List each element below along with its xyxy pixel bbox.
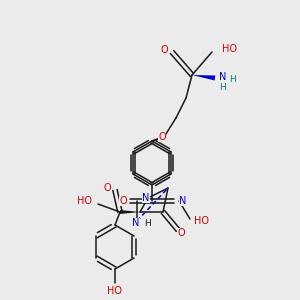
Text: HO: HO	[77, 196, 92, 206]
Text: HO: HO	[107, 286, 122, 296]
Text: O: O	[160, 45, 168, 55]
Text: O: O	[177, 228, 185, 238]
Text: N: N	[179, 196, 186, 206]
Text: H: H	[229, 74, 236, 83]
Polygon shape	[192, 75, 215, 80]
Text: H: H	[144, 218, 151, 227]
Text: N: N	[219, 72, 226, 82]
Text: O: O	[158, 132, 166, 142]
Text: N: N	[132, 218, 140, 228]
Text: H: H	[219, 82, 226, 91]
Text: N: N	[142, 193, 150, 203]
Text: HO: HO	[222, 44, 237, 54]
Polygon shape	[120, 210, 140, 214]
Text: O: O	[119, 196, 127, 206]
Text: HO: HO	[194, 216, 209, 226]
Text: O: O	[103, 183, 111, 193]
